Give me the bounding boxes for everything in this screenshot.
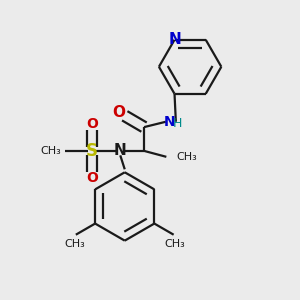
Text: H: H — [173, 117, 182, 130]
Text: CH₃: CH₃ — [40, 146, 61, 156]
Text: S: S — [86, 142, 98, 160]
Text: CH₃: CH₃ — [165, 239, 185, 249]
Text: CH₃: CH₃ — [177, 152, 197, 162]
Text: O: O — [86, 171, 98, 184]
Text: N: N — [164, 115, 175, 129]
Text: N: N — [114, 143, 127, 158]
Text: O: O — [112, 105, 125, 120]
Text: CH₃: CH₃ — [64, 239, 85, 249]
Text: N: N — [168, 32, 181, 47]
Text: O: O — [86, 117, 98, 131]
